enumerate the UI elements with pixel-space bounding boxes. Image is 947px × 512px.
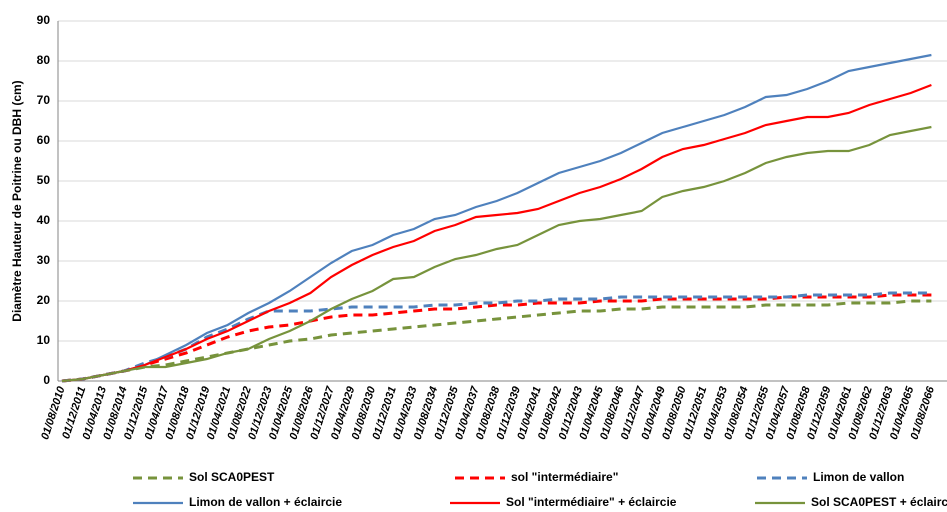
legend-label: Sol SCA0PEST <box>189 470 275 484</box>
line <box>61 291 932 383</box>
legend-label: Sol SCA0PEST + éclaircie <box>811 495 947 509</box>
y-tick-label: 0 <box>43 373 50 387</box>
line <box>61 299 932 383</box>
line <box>61 125 932 383</box>
y-tick-label: 90 <box>37 13 51 27</box>
legend-label: Limon de vallon + éclaircie <box>189 495 342 509</box>
line <box>61 53 932 383</box>
legend-label: Sol "intermédiaire" + éclaircie <box>506 495 677 509</box>
y-tick-label: 30 <box>37 253 51 267</box>
y-tick-label: 50 <box>37 173 51 187</box>
y-tick-label: 40 <box>37 213 51 227</box>
line <box>61 83 932 383</box>
y-tick-label: 80 <box>37 53 51 67</box>
y-tick-label: 70 <box>37 93 51 107</box>
y-tick-label: 10 <box>37 333 51 347</box>
legend-label: Limon de vallon <box>813 470 904 484</box>
y-tick-label: 60 <box>37 133 51 147</box>
line <box>61 293 932 383</box>
y-tick-label: 20 <box>37 293 51 307</box>
legend-label: sol "intermédiaire" <box>511 470 618 484</box>
y-axis-label: Diamètre Hauteur de Poitrine ou DBH (cm) <box>10 80 24 321</box>
